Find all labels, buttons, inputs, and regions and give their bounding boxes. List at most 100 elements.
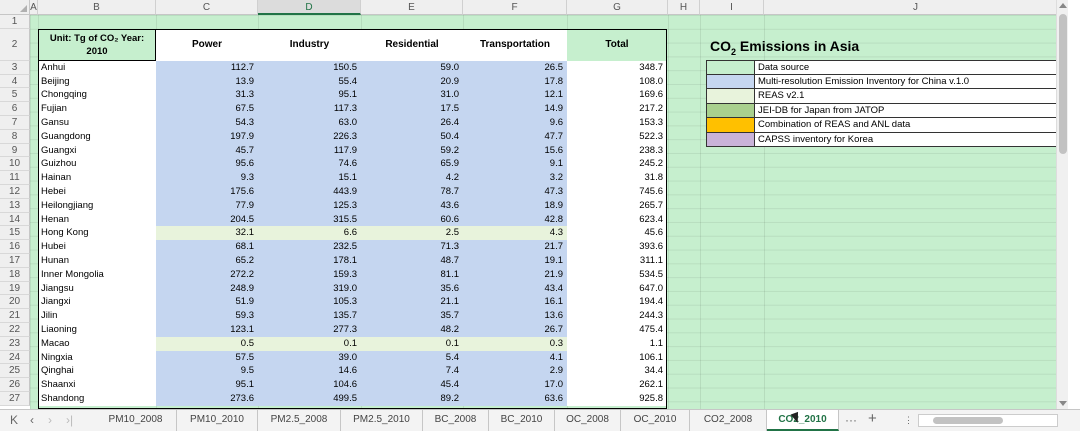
sheet-tab-pm2-5_2008[interactable]: PM2.5_2008 [258, 410, 341, 431]
value-cell[interactable]: 17.5 [361, 102, 463, 116]
value-cell[interactable]: 31.3 [156, 88, 258, 103]
value-cell[interactable]: 48.2 [361, 323, 463, 337]
value-cell[interactable]: 19.1 [463, 254, 567, 268]
region-name-cell[interactable]: Qinghai [38, 364, 156, 379]
row-header-18[interactable]: 18 [0, 267, 30, 282]
region-name-cell[interactable]: Ningxia [38, 350, 156, 365]
value-cell[interactable]: 4.1 [463, 350, 567, 365]
value-cell[interactable]: 150.5 [258, 60, 361, 75]
row-header-24[interactable]: 24 [0, 350, 30, 365]
value-cell[interactable]: 0.1 [361, 336, 463, 351]
row-header-13[interactable]: 13 [0, 198, 30, 213]
more-tabs-icon[interactable]: ··· [845, 413, 857, 427]
legend-label[interactable]: CAPSS inventory for Korea [754, 132, 1068, 147]
first-sheet-icon[interactable]: K [10, 413, 19, 427]
value-cell[interactable]: 9.3 [156, 171, 258, 185]
sheet-tab-co2_2010[interactable]: CO2_2010 [767, 410, 839, 431]
region-name-cell[interactable]: Beijing [38, 74, 156, 89]
value-cell[interactable]: 65.9 [361, 157, 463, 172]
value-cell[interactable]: 244.3 [567, 309, 667, 323]
legend-label[interactable]: Data source [754, 60, 1068, 75]
value-cell[interactable]: 43.4 [463, 281, 567, 296]
region-name-cell[interactable]: Hebei [38, 185, 156, 199]
value-cell[interactable]: 315.5 [258, 212, 361, 227]
value-cell[interactable]: 475.4 [567, 323, 667, 337]
value-cell[interactable]: 95.1 [258, 88, 361, 103]
value-cell[interactable]: 117.3 [258, 102, 361, 116]
sheet-tab-oc_2008[interactable]: OC_2008 [555, 410, 621, 431]
region-name-cell[interactable]: Heilongjiang [38, 198, 156, 213]
value-cell[interactable]: 175.6 [156, 185, 258, 199]
column-header-i[interactable]: I [700, 0, 764, 15]
scroll-up-arrow-icon[interactable] [1059, 3, 1067, 8]
region-name-cell[interactable]: Shandong [38, 392, 156, 406]
value-cell[interactable]: 248.9 [156, 281, 258, 296]
value-cell[interactable]: 35.6 [361, 281, 463, 296]
value-cell[interactable]: 745.6 [567, 185, 667, 199]
value-cell[interactable]: 47.3 [463, 185, 567, 199]
row-header-7[interactable]: 7 [0, 116, 30, 130]
value-cell[interactable]: 95.1 [156, 378, 258, 392]
row-header-26[interactable]: 26 [0, 378, 30, 392]
region-name-cell[interactable]: Chongqing [38, 88, 156, 103]
region-name-cell[interactable]: Shaanxi [38, 378, 156, 392]
row-header-15[interactable]: 15 [0, 226, 30, 241]
row-header-14[interactable]: 14 [0, 212, 30, 227]
row-header-23[interactable]: 23 [0, 336, 30, 351]
value-cell[interactable]: 226.3 [258, 129, 361, 144]
vertical-scrollbar[interactable] [1056, 0, 1068, 409]
value-cell[interactable]: 26.7 [463, 323, 567, 337]
value-cell[interactable]: 499.5 [258, 392, 361, 406]
value-cell[interactable]: 89.2 [361, 392, 463, 406]
row-header-27[interactable]: 27 [0, 392, 30, 406]
region-name-cell[interactable]: Fujian [38, 102, 156, 116]
value-cell[interactable]: 105.3 [258, 295, 361, 310]
value-cell[interactable]: 17.8 [463, 74, 567, 89]
region-name-cell[interactable]: Macao [38, 336, 156, 351]
last-sheet-icon[interactable]: ›| [66, 413, 74, 427]
value-cell[interactable]: 68.1 [156, 240, 258, 254]
value-cell[interactable]: 59.0 [361, 60, 463, 75]
sheet-tab-bc_2010[interactable]: BC_2010 [489, 410, 555, 431]
row-header-11[interactable]: 11 [0, 171, 30, 185]
value-cell[interactable]: 9.5 [156, 364, 258, 379]
value-cell[interactable]: 3.2 [463, 171, 567, 185]
value-cell[interactable]: 153.3 [567, 116, 667, 130]
sheet-tab-bc_2008[interactable]: BC_2008 [423, 410, 489, 431]
legend-label[interactable]: JEI-DB for Japan from JATOP [754, 103, 1068, 118]
row-header-4[interactable]: 4 [0, 74, 30, 89]
value-cell[interactable]: 35.7 [361, 309, 463, 323]
row-header-12[interactable]: 12 [0, 185, 30, 199]
next-sheet-icon[interactable]: › [48, 413, 52, 427]
value-cell[interactable]: 57.5 [156, 350, 258, 365]
column-header-h[interactable]: H [668, 0, 700, 15]
value-cell[interactable]: 393.6 [567, 240, 667, 254]
value-cell[interactable]: 217.2 [567, 102, 667, 116]
column-header-b[interactable]: B [38, 0, 156, 15]
row-header-22[interactable]: 22 [0, 323, 30, 337]
value-cell[interactable]: 71.3 [361, 240, 463, 254]
value-cell[interactable]: 55.4 [258, 74, 361, 89]
value-cell[interactable]: 26.4 [361, 116, 463, 130]
value-cell[interactable]: 125.3 [258, 198, 361, 213]
value-cell[interactable]: 12.1 [463, 88, 567, 103]
region-name-cell[interactable]: Hunan [38, 254, 156, 268]
row-header-8[interactable]: 8 [0, 129, 30, 144]
value-cell[interactable]: 178.1 [258, 254, 361, 268]
value-cell[interactable]: 21.1 [361, 295, 463, 310]
row-header-2[interactable]: 2 [0, 28, 30, 61]
row-header-9[interactable]: 9 [0, 143, 30, 158]
region-name-cell[interactable]: Jilin [38, 309, 156, 323]
value-cell[interactable]: 245.2 [567, 157, 667, 172]
value-cell[interactable]: 20.9 [361, 74, 463, 89]
value-cell[interactable]: 112.7 [156, 60, 258, 75]
value-cell[interactable]: 4.3 [463, 226, 567, 241]
select-all-corner[interactable] [0, 0, 30, 15]
tab-split-icon[interactable]: ⋮ [904, 415, 913, 425]
legend-label[interactable]: Combination of REAS and ANL data [754, 118, 1068, 133]
value-cell[interactable]: 13.9 [156, 74, 258, 89]
value-cell[interactable]: 43.6 [361, 198, 463, 213]
region-name-cell[interactable]: Hubei [38, 240, 156, 254]
value-cell[interactable]: 4.2 [361, 171, 463, 185]
